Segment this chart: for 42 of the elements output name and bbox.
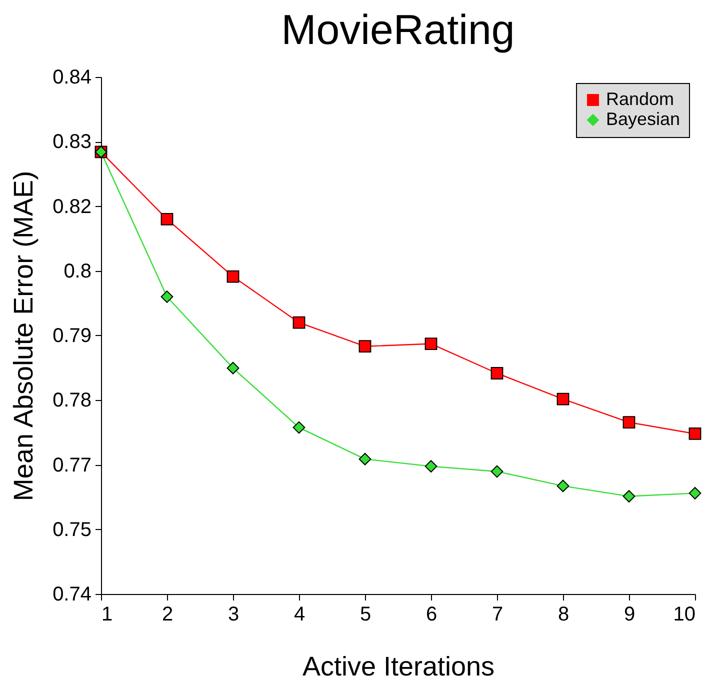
point [490, 367, 504, 380]
x-axis-title: Active Iterations [302, 652, 495, 682]
point [688, 486, 702, 500]
x-tick-label: 6 [426, 604, 438, 626]
point [490, 465, 504, 478]
point [622, 416, 636, 429]
point [226, 270, 240, 283]
point [358, 452, 372, 466]
point [226, 362, 240, 374]
x-tick-label: 7 [492, 604, 504, 626]
point [160, 290, 174, 303]
x-tick-label: 9 [624, 604, 636, 626]
y-tick-label: 0.75 [52, 518, 92, 541]
y-tick-label: 0.79 [52, 325, 92, 347]
point [424, 460, 438, 472]
point [160, 212, 174, 226]
point [556, 392, 570, 406]
x-tick-label: 8 [558, 604, 570, 626]
y-tick-label: 0.83 [52, 131, 92, 154]
point [358, 340, 372, 353]
x-tick-label: 3 [228, 604, 240, 626]
y-axis-title: Mean Absolute Error (MAE) [8, 170, 39, 502]
point [688, 428, 702, 440]
y-tick-label: 0.8 [64, 260, 92, 282]
point [556, 480, 570, 492]
point [424, 338, 438, 350]
x-tick-label: 10 [673, 604, 696, 626]
point [292, 316, 306, 329]
legend-label: Bayesian [606, 109, 680, 129]
point [292, 421, 306, 434]
chart-title: MovieRating [281, 6, 515, 53]
y-tick-label: 0.77 [52, 454, 92, 476]
y-tick-label: 0.74 [52, 584, 92, 606]
point [622, 490, 636, 502]
x-tick-label: 4 [294, 604, 306, 626]
x-tick-label: 5 [360, 604, 372, 626]
y-tick-label: 0.78 [52, 390, 92, 412]
y-tick-label: 0.84 [52, 66, 92, 88]
legend-label: Random [606, 89, 674, 109]
y-tick-label: 0.82 [52, 196, 92, 218]
x-tick-label: 2 [162, 604, 174, 626]
x-tick-label: 1 [102, 604, 113, 626]
